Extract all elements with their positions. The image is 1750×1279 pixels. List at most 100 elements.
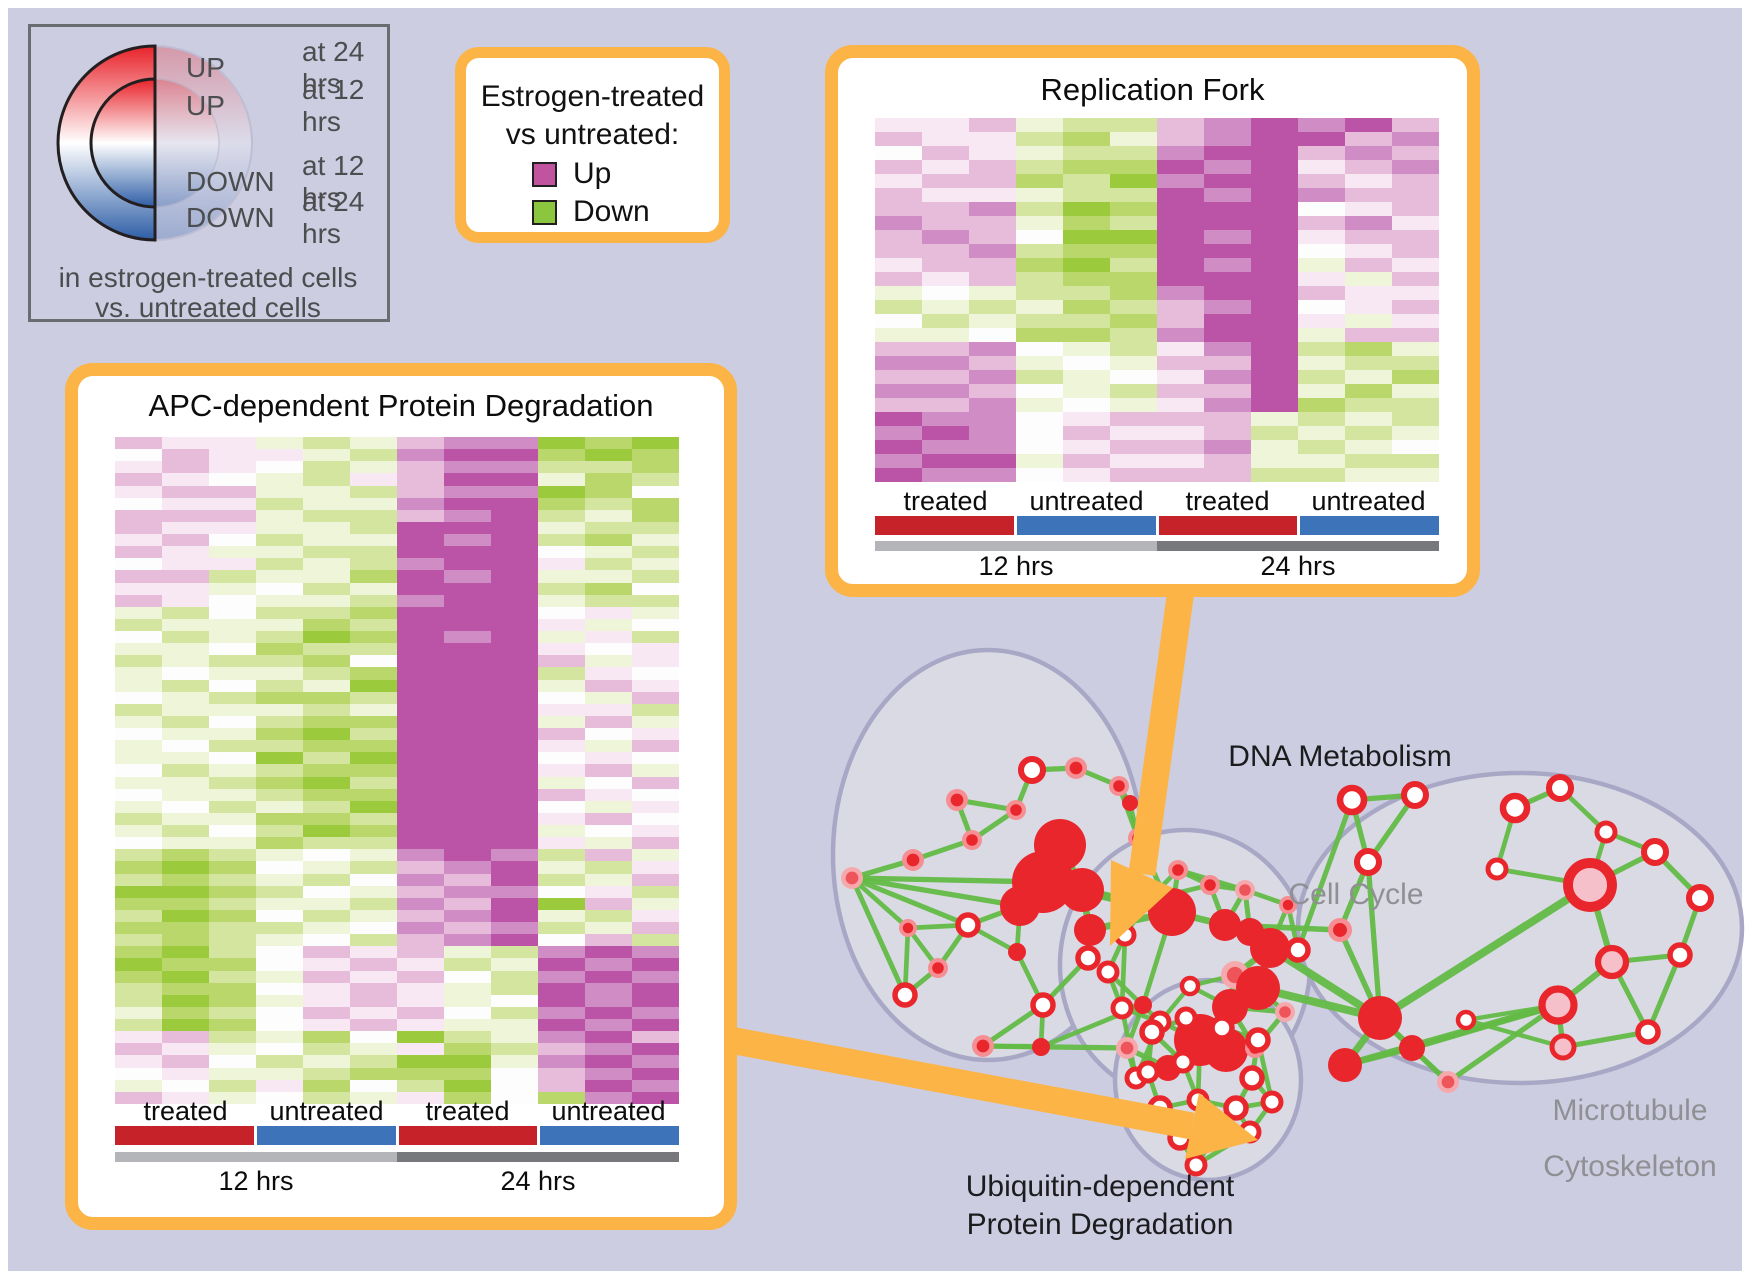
heatmap-row bbox=[875, 258, 1439, 272]
heatmap-cell bbox=[1063, 440, 1110, 454]
heatmap-cell bbox=[1345, 398, 1392, 412]
heatmap-cell bbox=[256, 934, 303, 947]
heatmap-cell bbox=[444, 667, 491, 680]
heatmap-cell bbox=[256, 715, 303, 728]
heatmap-cell bbox=[969, 342, 1016, 356]
heatmap-cell bbox=[1016, 244, 1063, 258]
group-label: treated bbox=[1185, 486, 1270, 516]
heatmap-cell bbox=[632, 509, 679, 522]
heatmap-cell bbox=[632, 982, 679, 995]
heatmap-cell bbox=[969, 272, 1016, 286]
heatmap-cell bbox=[209, 982, 256, 995]
heatmap-cell bbox=[585, 461, 632, 474]
heatmap-cell bbox=[397, 473, 444, 486]
heatmap-cell bbox=[209, 521, 256, 534]
heatmap-cell bbox=[1016, 118, 1063, 132]
heatmap-cell bbox=[1345, 314, 1392, 328]
heatmap-cell bbox=[1298, 244, 1345, 258]
heatmap-cell bbox=[538, 740, 585, 753]
heatmap-cell bbox=[444, 970, 491, 983]
heatmap-cell bbox=[491, 958, 538, 971]
heatmap-row bbox=[115, 437, 679, 450]
heatmap-cell bbox=[256, 1055, 303, 1068]
heatmap-cell bbox=[115, 800, 162, 813]
heatmap-cell bbox=[1345, 440, 1392, 454]
heatmap-cell bbox=[256, 982, 303, 995]
time-label: 24 hrs bbox=[1260, 551, 1336, 581]
heatmap-cell bbox=[922, 314, 969, 328]
heatmap-cell bbox=[1251, 426, 1298, 440]
heatmap-cell bbox=[1251, 328, 1298, 342]
heatmap-cell bbox=[1251, 314, 1298, 328]
estrogen-legend-title-line1: Estrogen-treated bbox=[480, 80, 705, 113]
heatmap-cell bbox=[162, 1067, 209, 1080]
heatmap-cell bbox=[303, 752, 350, 765]
heatmap-cell bbox=[1392, 328, 1439, 342]
heatmap-cell bbox=[538, 728, 585, 741]
heatmap-cell bbox=[585, 582, 632, 595]
heatmap-cell bbox=[585, 994, 632, 1007]
heatmap-cell bbox=[162, 606, 209, 619]
heatmap-cell bbox=[444, 485, 491, 498]
heatmap-cell bbox=[538, 473, 585, 486]
heatmap-cell bbox=[115, 982, 162, 995]
heatmap-cell bbox=[538, 461, 585, 474]
heatmap-cell bbox=[585, 594, 632, 607]
heatmap-cell bbox=[632, 1006, 679, 1019]
heatmap-cell bbox=[1345, 188, 1392, 202]
heatmap-cell bbox=[303, 606, 350, 619]
heatmap-row bbox=[875, 230, 1439, 244]
heatmap-cell bbox=[1016, 412, 1063, 426]
heatmap-cell bbox=[444, 812, 491, 825]
heatmap-cell bbox=[397, 788, 444, 801]
heatmap-cell bbox=[350, 1079, 397, 1092]
heatmap-cell bbox=[115, 437, 162, 450]
heatmap-cell bbox=[1392, 300, 1439, 314]
heatmap-cell bbox=[162, 1043, 209, 1056]
heatmap-cell bbox=[1204, 258, 1251, 272]
heatmap-cell bbox=[303, 618, 350, 631]
heatmap-cell bbox=[256, 679, 303, 692]
heatmap-cell bbox=[303, 1006, 350, 1019]
heatmap-cell bbox=[1110, 384, 1157, 398]
heatmap-cell bbox=[350, 461, 397, 474]
heatmap-cell bbox=[491, 497, 538, 510]
heatmap-cell bbox=[969, 118, 1016, 132]
heatmap-cell bbox=[922, 202, 969, 216]
heatmap-cell bbox=[397, 1091, 444, 1104]
heatmap-cell bbox=[303, 1019, 350, 1032]
group-label: untreated bbox=[1311, 486, 1426, 516]
heatmap-cell bbox=[350, 546, 397, 559]
heatmap-cell bbox=[303, 994, 350, 1007]
heatmap-cell bbox=[1298, 272, 1345, 286]
heatmap-cell bbox=[969, 202, 1016, 216]
heatmap-cell bbox=[1204, 384, 1251, 398]
group-color-segment bbox=[1158, 516, 1298, 535]
heatmap-cell bbox=[115, 728, 162, 741]
heatmap-cell bbox=[444, 909, 491, 922]
heatmap-cell bbox=[491, 679, 538, 692]
heatmap-row bbox=[875, 398, 1439, 412]
heatmap-cell bbox=[875, 440, 922, 454]
heatmap-cell bbox=[256, 594, 303, 607]
heatmap-cell bbox=[922, 356, 969, 370]
heatmap-cell bbox=[209, 800, 256, 813]
heatmap-cell bbox=[444, 764, 491, 777]
heatmap-cell bbox=[585, 825, 632, 838]
heatmap-cell bbox=[491, 1043, 538, 1056]
time-label: 12 hrs bbox=[978, 551, 1054, 581]
heatmap-cell bbox=[115, 570, 162, 583]
heatmap-cell bbox=[350, 449, 397, 462]
heatmap-cell bbox=[491, 909, 538, 922]
heatmap-cell bbox=[209, 1079, 256, 1092]
heatmap-cell bbox=[209, 1043, 256, 1056]
heatmap-row bbox=[115, 922, 679, 935]
heatmap-cell bbox=[585, 655, 632, 668]
heatmap-cell bbox=[162, 752, 209, 765]
heatmap-cell bbox=[1392, 132, 1439, 146]
heatmap-cell bbox=[256, 643, 303, 656]
heatmap-cell bbox=[922, 230, 969, 244]
heatmap-cell bbox=[115, 485, 162, 498]
heatmap-cell bbox=[1110, 216, 1157, 230]
heatmap-cell bbox=[1345, 300, 1392, 314]
